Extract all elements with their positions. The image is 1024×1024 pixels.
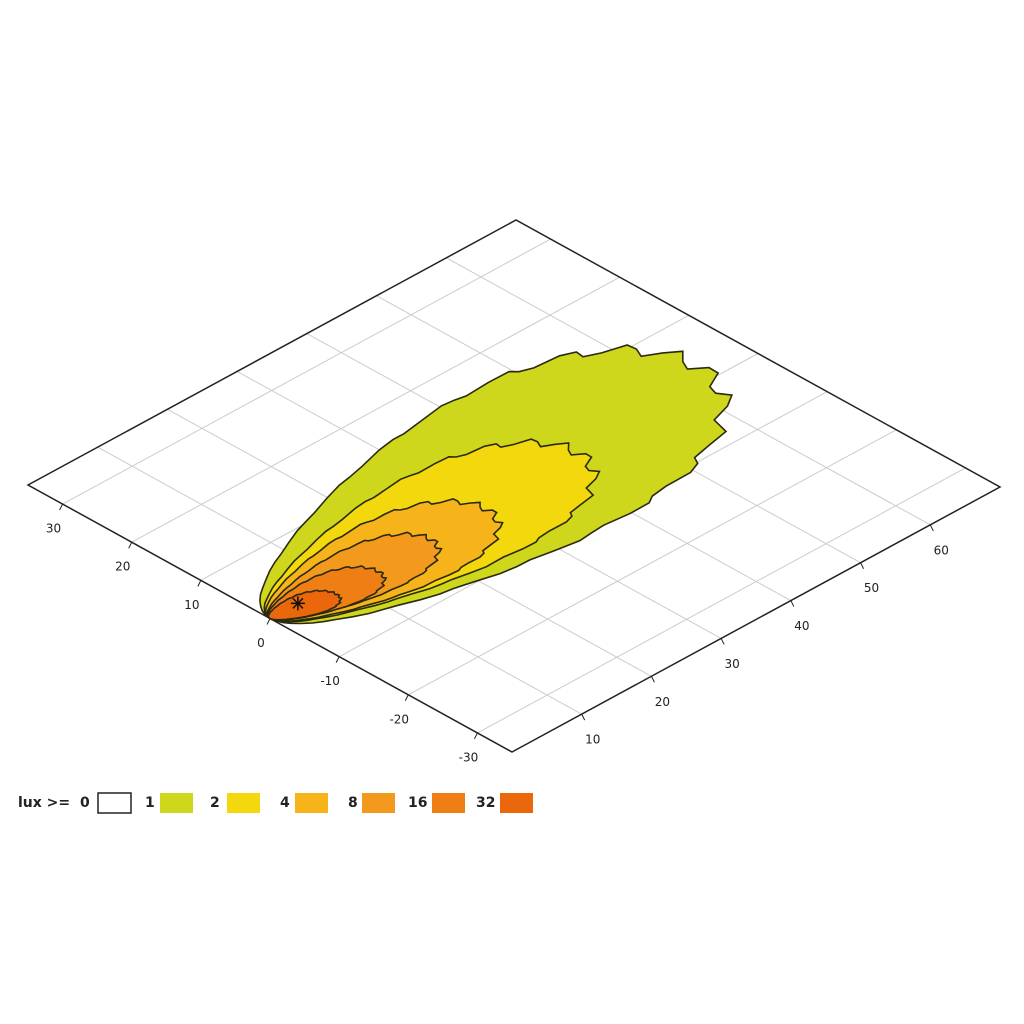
- x-tick-label: 40: [794, 619, 809, 633]
- legend-label: 1: [145, 795, 155, 811]
- legend-title: lux >=: [18, 795, 70, 811]
- x-tick-label: 10: [585, 733, 600, 747]
- tick-mark: [59, 503, 64, 511]
- x-tick-label: 30: [725, 657, 740, 671]
- y-tick-label: 20: [115, 560, 130, 574]
- legend-swatch: [362, 793, 395, 813]
- y-tick-label: 10: [184, 598, 199, 612]
- grid-line: [62, 238, 551, 505]
- grid-line: [477, 467, 966, 734]
- star-stroke: [292, 597, 304, 609]
- legend-swatch: [97, 792, 132, 814]
- legend-label: 8: [348, 795, 358, 811]
- tick-mark: [197, 580, 202, 587]
- y-tick-label: -30: [459, 750, 479, 764]
- tick-mark: [790, 600, 795, 607]
- contour-region: [267, 589, 343, 621]
- legend-label: 0: [80, 795, 90, 811]
- tick-mark: [473, 732, 478, 740]
- tick-mark: [128, 541, 133, 549]
- tick-mark: [581, 713, 586, 721]
- light-source: [290, 596, 305, 611]
- x-tick-label: 50: [864, 581, 879, 595]
- tick-mark: [335, 656, 340, 663]
- legend-swatch: [160, 793, 193, 813]
- x-tick-label: 20: [655, 695, 670, 709]
- grid-line: [408, 429, 897, 696]
- y-tick-label: 0: [257, 636, 265, 650]
- legend-label: 16: [408, 795, 427, 811]
- legend-label: 32: [476, 795, 495, 811]
- x-tick-label: 60: [934, 543, 949, 557]
- grid-line: [131, 276, 620, 543]
- legend-swatch: [500, 793, 533, 813]
- legend-swatch: [227, 793, 260, 813]
- y-tick-label: 30: [46, 522, 61, 536]
- tick-mark: [266, 618, 271, 625]
- legend-swatch: [432, 793, 465, 813]
- legend-swatch: [295, 793, 328, 813]
- legend-label: 4: [280, 795, 290, 811]
- tick-mark: [720, 638, 725, 645]
- tick-mark: [929, 524, 934, 532]
- y-tick-label: -20: [389, 712, 409, 726]
- legend-label: 2: [210, 795, 220, 811]
- tick-mark: [860, 562, 865, 569]
- y-tick-label: -10: [320, 674, 340, 688]
- plane-border: [26, 219, 1002, 753]
- tick-mark: [650, 676, 655, 683]
- tick-mark: [404, 694, 409, 702]
